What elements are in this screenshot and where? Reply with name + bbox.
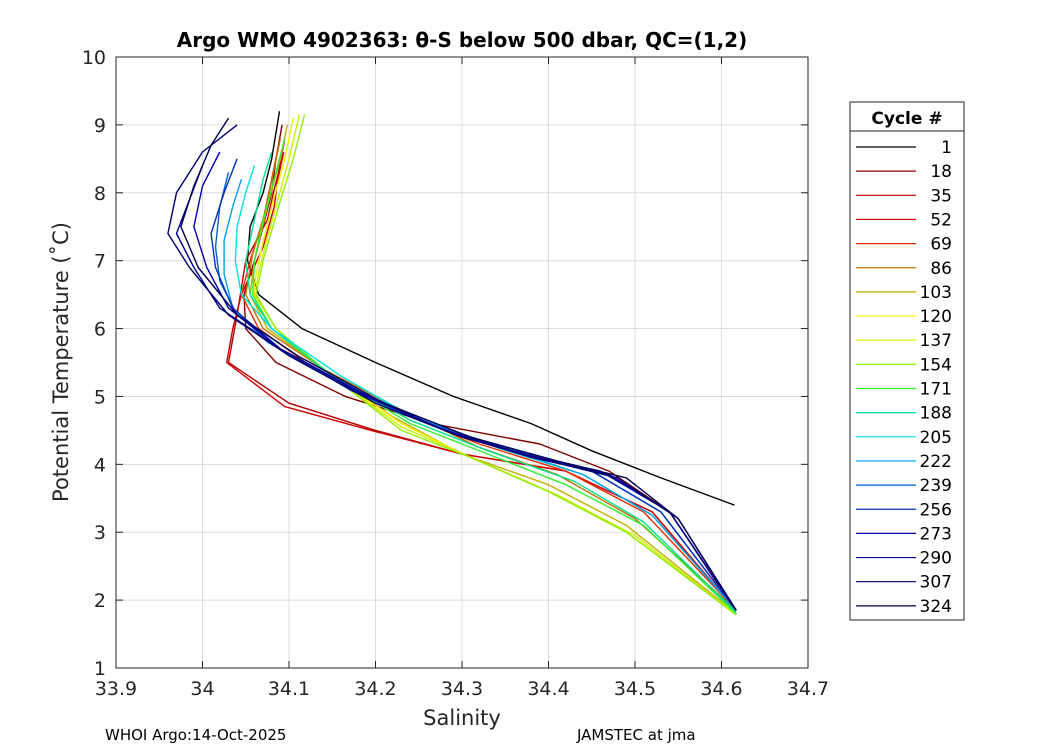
legend-label-cycle-86: 86 [930,259,952,279]
x-tick-label: 34.3 [441,678,483,700]
series-line-cycle-1 [246,111,735,506]
legend-label-cycle-35: 35 [930,186,952,206]
x-tick-label: 34 [190,678,214,700]
legend-label-cycle-52: 52 [930,210,952,230]
y-tick-label: 5 [94,386,106,408]
legend-label-cycle-120: 120 [920,307,952,327]
x-tick-label: 34.1 [268,678,310,700]
x-tick-label: 34.4 [527,678,569,700]
legend: Cycle # 1 18 35 52 69 86 103 120 137 154 171 188 205… [849,101,965,621]
y-tick-label: 10 [82,47,106,69]
y-tick-label: 7 [94,251,106,273]
series-line-cycle-307 [167,124,737,611]
y-tick-label: 8 [94,183,106,205]
series-layer [167,111,737,616]
series-line-cycle-324 [180,117,737,611]
y-tick-label: 9 [94,115,106,137]
legend-label-cycle-256: 256 [920,500,952,520]
legend-title: Cycle # [871,109,942,129]
y-tick-label: 1 [94,658,106,680]
legend-label-cycle-324: 324 [920,597,952,617]
legend-label-cycle-154: 154 [920,355,952,375]
legend-label-cycle-188: 188 [920,404,952,424]
legend-label-cycle-273: 273 [920,524,952,544]
footer-credit-left: WHOI Argo:14-Oct-2025 [105,726,287,744]
legend-label-cycle-1: 1 [941,138,952,158]
grid [116,57,808,668]
legend-label-cycle-18: 18 [930,162,952,182]
legend-label-cycle-239: 239 [920,476,952,496]
series-line-cycle-154 [255,114,737,616]
y-tick-label: 3 [94,522,106,544]
footer-credit-right: JAMSTEC at jma [577,726,696,744]
y-tick-label: 6 [94,319,106,341]
legend-entries: 1 18 35 52 69 86 103 120 137 154 171 188 205 222 239 25… [856,138,952,617]
chart-title: Argo WMO 4902363: θ-S below 500 dbar, QC… [177,28,747,52]
x-tick-label: 34.6 [700,678,742,700]
legend-label-cycle-171: 171 [920,380,952,400]
y-tick-label: 2 [94,590,106,612]
x-tick-label: 34.2 [354,678,396,700]
series-line-cycle-290 [175,165,737,611]
legend-label-cycle-307: 307 [920,573,952,593]
legend-label-cycle-137: 137 [920,331,952,351]
x-axis-label: Salinity [423,706,501,730]
legend-label-cycle-222: 222 [920,452,952,472]
legend-label-cycle-69: 69 [930,235,952,255]
series-line-cycle-188 [244,151,737,613]
ticks: 33.9 34 34.1 34.2 34.3 34.4 34.5 34.6 34.7123456… [82,47,829,700]
y-tick-label: 4 [94,454,106,476]
x-tick-label: 34.7 [787,678,829,700]
x-tick-label: 33.9 [95,678,137,700]
legend-label-cycle-290: 290 [920,549,952,569]
y-axis-label: Potential Temperature (˚C) [49,222,73,502]
legend-label-cycle-103: 103 [920,283,952,303]
x-tick-label: 34.5 [614,678,656,700]
legend-label-cycle-205: 205 [920,428,952,448]
